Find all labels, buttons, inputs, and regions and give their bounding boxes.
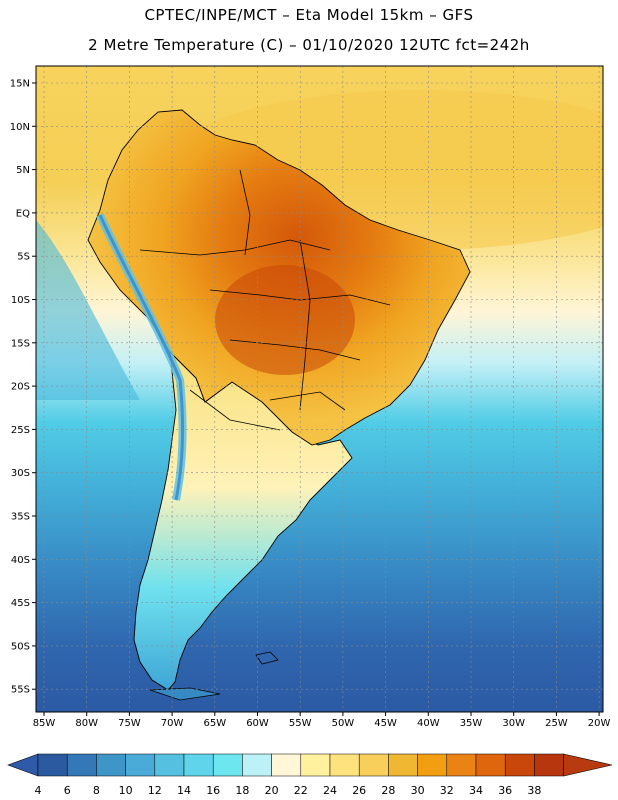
latitude-label: 5N <box>16 165 30 176</box>
latitude-label: 30S <box>11 468 30 479</box>
colorbar-segment <box>446 753 477 777</box>
colorbar-segment <box>96 753 126 777</box>
longitude-label: 40W <box>417 718 440 729</box>
longitude-label: 65W <box>203 718 226 729</box>
longitude-label: 50W <box>332 718 355 729</box>
map-frame <box>35 65 604 713</box>
longitude-label: 55W <box>289 718 312 729</box>
colorbar-label: 34 <box>469 784 483 797</box>
colorbar-segment <box>37 753 68 777</box>
latitude-label: 5S <box>17 252 30 263</box>
latitude-label: 35S <box>11 512 30 523</box>
latitude-label: 40S <box>11 555 30 566</box>
colorbar-label: 32 <box>440 784 454 797</box>
colorbar-label: 4 <box>35 784 42 797</box>
latitude-label: 50S <box>11 641 30 652</box>
colorbar-label: 8 <box>93 784 100 797</box>
colorbar-segment <box>66 753 97 777</box>
colorbar-segment <box>154 753 185 777</box>
colorbar-min-arrow <box>7 753 39 777</box>
colorbar-label: 30 <box>411 784 425 797</box>
colorbar-segment <box>358 753 389 777</box>
latitude-label: 45S <box>11 598 30 609</box>
colorbar-segment <box>271 753 302 777</box>
colorbar-label: 28 <box>381 784 395 797</box>
longitude-label: 35W <box>460 718 483 729</box>
colorbar-segment <box>242 753 272 777</box>
colorbar-label: 20 <box>265 784 279 797</box>
longitude-label: 20W <box>588 718 611 729</box>
latitude-label: 10S <box>11 295 30 306</box>
longitude-label: 45W <box>374 718 397 729</box>
longitude-label: 85W <box>33 718 56 729</box>
colorbar-segment <box>534 753 564 777</box>
longitude-label: 30W <box>502 718 525 729</box>
latitude-label: 15N <box>10 79 30 90</box>
colorbar-label: 36 <box>498 784 512 797</box>
colorbar-label: 38 <box>527 784 541 797</box>
colorbar-label: 22 <box>294 784 308 797</box>
colorbar-segment <box>417 753 448 777</box>
colorbar-segment <box>475 753 506 777</box>
country-borders <box>139 169 391 431</box>
latitude-labels: 15N 10N 5N EQ 5S 10S 15S 20S 25S 30S 35S 40S 45S 50S 5… <box>10 79 36 696</box>
colorbar-label: 10 <box>119 784 133 797</box>
latitude-label: 10N <box>10 122 30 133</box>
temperature-colorbar: 4 6 8 10 12 14 16 18 20 22 24 26 28 30 32 34 36 38 <box>7 753 613 797</box>
longitude-label: 60W <box>246 718 269 729</box>
latitude-label: 25S <box>11 425 30 436</box>
colorbar-label: 26 <box>352 784 366 797</box>
colorbar-segment <box>125 753 156 777</box>
colorbar-segment <box>388 753 418 777</box>
colorbar-label: 24 <box>323 784 337 797</box>
colorbar-segment <box>329 753 360 777</box>
latitude-label: 15S <box>11 338 30 349</box>
hot-core-region <box>215 265 355 375</box>
colorbar-segment <box>212 753 243 777</box>
chart-title-line-1: CPTEC/INPE/MCT – Eta Model 15km – GFS <box>144 6 474 24</box>
longitude-labels: 85W 80W 75W 70W 65W 60W 55W 50W 45W 40W 35W 30W 25W 2… <box>33 712 611 729</box>
latitude-label: EQ <box>16 208 30 219</box>
longitude-label: 25W <box>545 718 568 729</box>
colorbar-label: 12 <box>148 784 162 797</box>
colorbar-segment <box>300 753 331 777</box>
longitude-label: 80W <box>75 718 98 729</box>
colorbar-segment <box>183 753 214 777</box>
chart-title-line-2: 2 Metre Temperature (C) – 01/10/2020 12U… <box>88 36 530 54</box>
colorbar-label: 6 <box>64 784 71 797</box>
latitude-label: 55S <box>11 685 30 696</box>
longitude-label: 70W <box>161 718 184 729</box>
colorbar-label: 16 <box>206 784 220 797</box>
map-area <box>36 66 603 712</box>
colorbar-segment <box>504 753 535 777</box>
colorbar-max-arrow <box>563 753 613 777</box>
latitude-label: 20S <box>11 382 30 393</box>
colorbar-label: 14 <box>177 784 191 797</box>
colorbar-label: 18 <box>235 784 249 797</box>
longitude-label: 75W <box>118 718 141 729</box>
